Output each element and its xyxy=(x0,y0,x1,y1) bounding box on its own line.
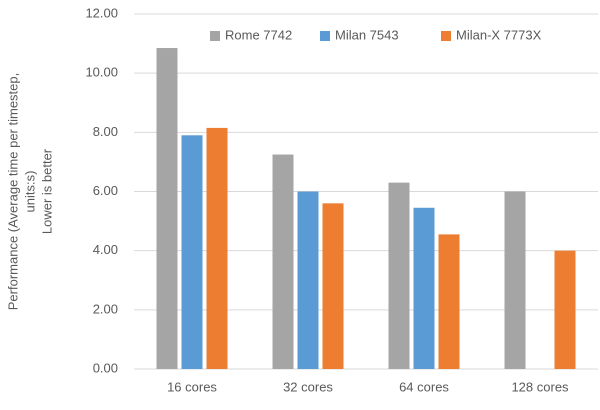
y-tick-label: 8.00 xyxy=(93,124,118,139)
y-tick-label: 0.00 xyxy=(93,360,118,375)
y-axis-label-line: units:s) xyxy=(22,171,37,213)
x-tick-label: 128 cores xyxy=(511,379,569,394)
bar xyxy=(388,182,410,369)
y-tick-label: 2.00 xyxy=(93,301,118,316)
y-tick-label: 12.00 xyxy=(85,5,118,20)
y-axis-label-line: Lower is better xyxy=(39,148,54,234)
bar xyxy=(554,250,576,369)
y-axis-label: Performance (Average time per timestep, u… xyxy=(5,73,54,310)
bar xyxy=(504,191,526,369)
x-tick-label: 32 cores xyxy=(283,379,333,394)
y-tick-label: 10.00 xyxy=(85,65,118,80)
legend-swatch xyxy=(210,31,220,41)
y-axis-label-line: Performance (Average time per timestep, xyxy=(5,73,20,310)
legend-label: Milan-X 7773X xyxy=(456,27,542,42)
bar xyxy=(413,207,435,369)
x-tick-label: 64 cores xyxy=(399,379,449,394)
bar xyxy=(438,234,460,369)
x-tick-label: 16 cores xyxy=(167,379,217,394)
legend-swatch xyxy=(441,31,451,41)
y-tick-label: 4.00 xyxy=(93,242,118,257)
y-tick-label: 6.00 xyxy=(93,183,118,198)
bar xyxy=(297,191,319,369)
bar xyxy=(206,127,228,369)
bar xyxy=(181,135,203,369)
bar xyxy=(272,154,294,369)
legend-swatch xyxy=(320,31,330,41)
bar xyxy=(322,203,344,369)
bar xyxy=(156,48,178,369)
legend-label: Milan 7543 xyxy=(335,27,399,42)
legend-label: Rome 7742 xyxy=(225,27,292,42)
